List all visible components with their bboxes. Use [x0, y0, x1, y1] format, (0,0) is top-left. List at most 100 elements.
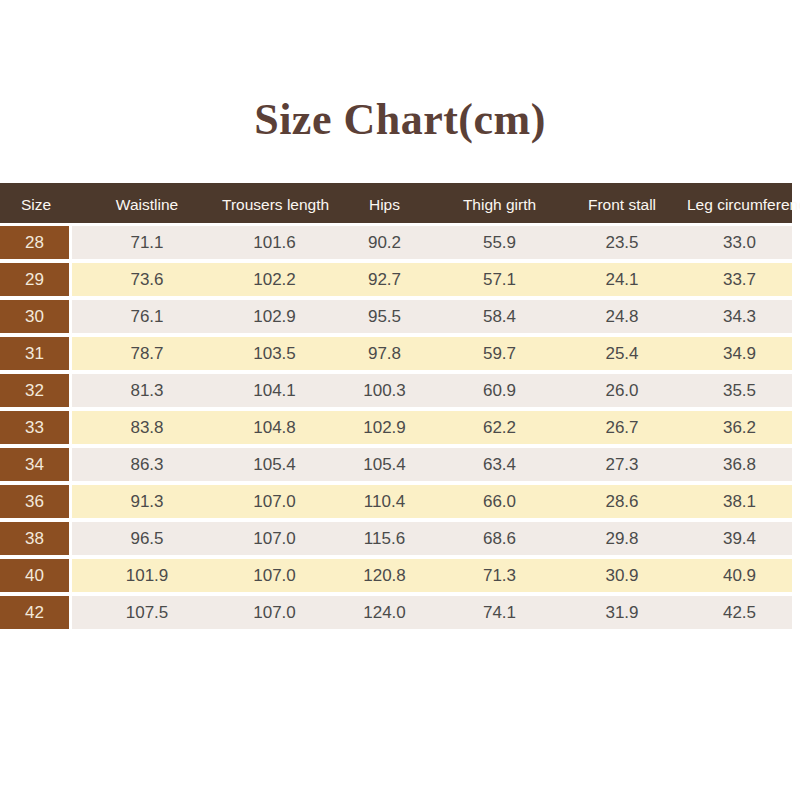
value-cell: 23.5 — [557, 226, 687, 259]
table-row: 3486.3105.4105.463.427.336.8 — [0, 448, 792, 481]
value-cell: 71.3 — [442, 559, 557, 592]
value-cell: 24.8 — [557, 300, 687, 333]
value-cell: 81.3 — [72, 374, 222, 407]
table-body: 2871.1101.690.255.923.533.02973.6102.292… — [0, 226, 792, 629]
value-cell: 96.5 — [72, 522, 222, 555]
table-row: 3076.1102.995.558.424.834.3 — [0, 300, 792, 333]
value-cell: 110.4 — [327, 485, 442, 518]
row-values-strip: 76.1102.995.558.424.834.3 — [72, 300, 792, 333]
value-cell: 34.3 — [687, 300, 792, 333]
size-cell: 34 — [0, 448, 69, 481]
value-cell: 120.8 — [327, 559, 442, 592]
value-cell: 105.4 — [222, 448, 327, 481]
row-values-strip: 101.9107.0120.871.330.940.9 — [72, 559, 792, 592]
value-cell: 104.1 — [222, 374, 327, 407]
value-cell: 102.9 — [222, 300, 327, 333]
column-header-front-stall: Front stall — [557, 193, 687, 214]
value-cell: 83.8 — [72, 411, 222, 444]
column-header-thigh-girth: Thigh girth — [442, 193, 557, 214]
value-cell: 66.0 — [442, 485, 557, 518]
value-cell: 62.2 — [442, 411, 557, 444]
value-cell: 107.0 — [222, 559, 327, 592]
value-cell: 107.5 — [72, 596, 222, 629]
size-cell: 38 — [0, 522, 69, 555]
row-values-strip: 71.1101.690.255.923.533.0 — [72, 226, 792, 259]
value-cell: 55.9 — [442, 226, 557, 259]
row-values-strip: 83.8104.8102.962.226.736.2 — [72, 411, 792, 444]
value-cell: 59.7 — [442, 337, 557, 370]
row-values-strip: 107.5107.0124.074.131.942.5 — [72, 596, 792, 629]
column-header-size: Size — [0, 193, 72, 214]
row-values-strip: 91.3107.0110.466.028.638.1 — [72, 485, 792, 518]
value-cell: 38.1 — [687, 485, 792, 518]
page-title: Size Chart(cm) — [0, 0, 800, 144]
value-cell: 102.2 — [222, 263, 327, 296]
row-values-strip: 86.3105.4105.463.427.336.8 — [72, 448, 792, 481]
table-row: 3691.3107.0110.466.028.638.1 — [0, 485, 792, 518]
value-cell: 107.0 — [222, 596, 327, 629]
value-cell: 39.4 — [687, 522, 792, 555]
value-cell: 86.3 — [72, 448, 222, 481]
column-header-trousers-length: Trousers length — [222, 193, 327, 214]
value-cell: 58.4 — [442, 300, 557, 333]
table-row: 3896.5107.0115.668.629.839.4 — [0, 522, 792, 555]
value-cell: 95.5 — [327, 300, 442, 333]
column-header-hips: Hips — [327, 193, 442, 214]
value-cell: 105.4 — [327, 448, 442, 481]
size-cell: 32 — [0, 374, 69, 407]
value-cell: 92.7 — [327, 263, 442, 296]
size-cell: 40 — [0, 559, 69, 592]
table-row: 3281.3104.1100.360.926.035.5 — [0, 374, 792, 407]
value-cell: 60.9 — [442, 374, 557, 407]
value-cell: 35.5 — [687, 374, 792, 407]
column-header-waistline: Waistline — [72, 193, 222, 214]
value-cell: 115.6 — [327, 522, 442, 555]
value-cell: 31.9 — [557, 596, 687, 629]
value-cell: 36.8 — [687, 448, 792, 481]
value-cell: 28.6 — [557, 485, 687, 518]
value-cell: 27.3 — [557, 448, 687, 481]
size-cell: 36 — [0, 485, 69, 518]
value-cell: 26.0 — [557, 374, 687, 407]
value-cell: 91.3 — [72, 485, 222, 518]
value-cell: 24.1 — [557, 263, 687, 296]
row-values-strip: 81.3104.1100.360.926.035.5 — [72, 374, 792, 407]
size-cell: 30 — [0, 300, 69, 333]
table-header-row: Size Waistline Trousers length Hips Thig… — [0, 183, 792, 223]
value-cell: 100.3 — [327, 374, 442, 407]
value-cell: 90.2 — [327, 226, 442, 259]
value-cell: 74.1 — [442, 596, 557, 629]
size-cell: 29 — [0, 263, 69, 296]
value-cell: 63.4 — [442, 448, 557, 481]
row-values-strip: 78.7103.597.859.725.434.9 — [72, 337, 792, 370]
size-cell: 31 — [0, 337, 69, 370]
value-cell: 101.9 — [72, 559, 222, 592]
value-cell: 103.5 — [222, 337, 327, 370]
value-cell: 101.6 — [222, 226, 327, 259]
size-chart-page: Size Chart(cm) Size Waistline Trousers l… — [0, 0, 800, 800]
table-row: 3383.8104.8102.962.226.736.2 — [0, 411, 792, 444]
value-cell: 68.6 — [442, 522, 557, 555]
value-cell: 42.5 — [687, 596, 792, 629]
column-header-leg-circumference: Leg circumference — [687, 193, 792, 214]
value-cell: 78.7 — [72, 337, 222, 370]
value-cell: 29.8 — [557, 522, 687, 555]
value-cell: 73.6 — [72, 263, 222, 296]
size-chart-table: Size Waistline Trousers length Hips Thig… — [0, 183, 792, 629]
value-cell: 33.0 — [687, 226, 792, 259]
value-cell: 104.8 — [222, 411, 327, 444]
row-values-strip: 73.6102.292.757.124.133.7 — [72, 263, 792, 296]
size-cell: 33 — [0, 411, 69, 444]
value-cell: 33.7 — [687, 263, 792, 296]
size-cell: 42 — [0, 596, 69, 629]
value-cell: 71.1 — [72, 226, 222, 259]
value-cell: 97.8 — [327, 337, 442, 370]
value-cell: 102.9 — [327, 411, 442, 444]
table-row: 42107.5107.0124.074.131.942.5 — [0, 596, 792, 629]
table-row: 3178.7103.597.859.725.434.9 — [0, 337, 792, 370]
table-row: 2871.1101.690.255.923.533.0 — [0, 226, 792, 259]
value-cell: 36.2 — [687, 411, 792, 444]
size-cell: 28 — [0, 226, 69, 259]
value-cell: 25.4 — [557, 337, 687, 370]
value-cell: 107.0 — [222, 485, 327, 518]
